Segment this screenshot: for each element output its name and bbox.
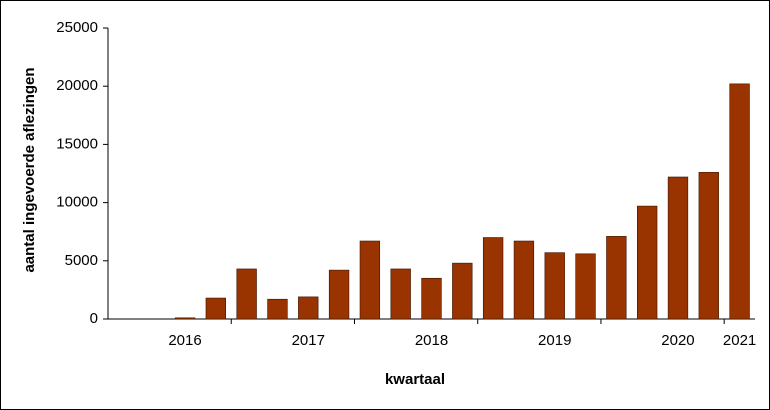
y-tick-label: 20000 — [56, 77, 98, 94]
bar — [544, 252, 565, 320]
bar — [298, 296, 319, 320]
bar — [606, 236, 627, 320]
bar — [698, 172, 719, 320]
bar — [482, 237, 504, 320]
x-axis-title: kwartaal — [385, 371, 445, 388]
bar — [236, 268, 257, 320]
x-tick-label: 2021 — [723, 332, 756, 349]
bar — [452, 262, 473, 320]
y-tick-label: 25000 — [56, 19, 98, 36]
bar — [328, 269, 350, 320]
y-tick-label: 0 — [90, 310, 98, 327]
bar — [667, 176, 689, 320]
bar — [359, 240, 381, 320]
bar — [637, 205, 658, 320]
y-tick-label: 10000 — [56, 194, 98, 211]
bar — [729, 83, 750, 320]
bar — [174, 317, 196, 320]
x-tick-label: 2016 — [168, 332, 201, 349]
bar — [421, 277, 442, 320]
bar — [267, 298, 288, 320]
x-tick-label: 2017 — [292, 332, 325, 349]
y-tick-label: 15000 — [56, 135, 98, 152]
bar — [575, 253, 596, 320]
y-axis-title: aantal ingevoerde aflezingen — [21, 67, 38, 272]
bar — [205, 297, 226, 320]
x-tick-label: 2018 — [415, 332, 448, 349]
bar — [513, 240, 535, 320]
bar — [390, 268, 411, 320]
x-tick-label: 2019 — [538, 332, 571, 349]
x-tick-label: 2020 — [661, 332, 694, 349]
y-tick-label: 5000 — [65, 252, 98, 269]
